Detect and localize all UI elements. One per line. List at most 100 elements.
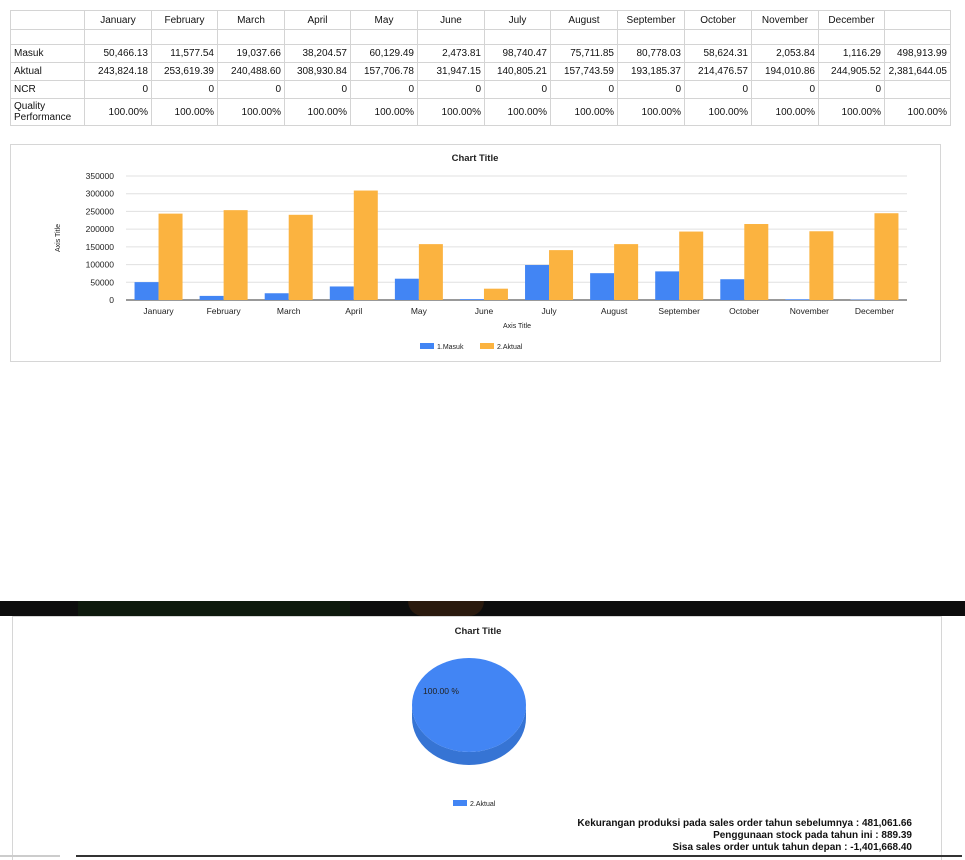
x-tick-label: May xyxy=(411,306,428,316)
month-header: May xyxy=(351,11,418,30)
table-cell: 0 xyxy=(485,81,551,99)
y-tick-labels: 3500003000002500002000001500001000005000… xyxy=(86,171,115,305)
legend-label: 2.Aktual xyxy=(497,344,523,351)
x-tick-label: April xyxy=(345,306,362,316)
strip-block xyxy=(408,601,484,616)
bar-2.Aktual xyxy=(549,250,573,300)
divider xyxy=(0,855,60,857)
bar-2.Aktual xyxy=(679,232,703,300)
bar-chart: Chart Title Axis Title Axis Title 350000… xyxy=(11,145,940,361)
bar-2.Aktual xyxy=(419,244,443,300)
row-label: Aktual xyxy=(11,63,85,81)
table-cell: 140,805.21 xyxy=(485,63,551,81)
table-cell: 0 xyxy=(152,81,218,99)
bar-1.Masuk xyxy=(525,265,549,300)
month-header: September xyxy=(618,11,685,30)
table-cell: 214,476.57 xyxy=(685,63,752,81)
table-cell: 157,706.78 xyxy=(351,63,418,81)
table-cell: 75,711.85 xyxy=(551,45,618,63)
note-line: Kekurangan produksi pada sales order tah… xyxy=(577,818,912,830)
legend-swatch xyxy=(453,800,467,806)
table-cell: 100.00% xyxy=(418,99,485,126)
table-cell: 0 xyxy=(551,81,618,99)
bar-1.Masuk xyxy=(395,279,419,300)
table-cell: 0 xyxy=(685,81,752,99)
table-cell: 80,778.03 xyxy=(618,45,685,63)
bar-1.Masuk xyxy=(785,299,809,300)
table-cell: 243,824.18 xyxy=(85,63,152,81)
x-axis-title: Axis Title xyxy=(503,323,531,330)
table-cell: 0 xyxy=(618,81,685,99)
y-tick-label: 250000 xyxy=(86,206,115,216)
y-tick-label: 50000 xyxy=(90,277,114,287)
y-tick-label: 300000 xyxy=(86,189,115,199)
y-tick-label: 350000 xyxy=(86,171,115,181)
table-cell: 193,185.37 xyxy=(618,63,685,81)
month-header: June xyxy=(418,11,485,30)
legend-label: 1.Masuk xyxy=(437,344,464,351)
table-cell: 2,473.81 xyxy=(418,45,485,63)
x-tick-label: September xyxy=(658,306,700,316)
month-header: January xyxy=(85,11,152,30)
note-line: Sisa sales order untuk tahun depan : -1,… xyxy=(577,842,912,854)
table-cell: 19,037.66 xyxy=(218,45,285,63)
total-header xyxy=(885,11,951,30)
row-label: Quality Performance xyxy=(11,99,85,126)
bar-2.Aktual xyxy=(874,213,898,300)
bar-1.Masuk xyxy=(135,282,159,300)
y-axis-title: Axis Title xyxy=(55,224,62,252)
bars xyxy=(135,191,899,300)
bar-1.Masuk xyxy=(330,286,354,300)
legend-swatch xyxy=(420,343,434,349)
data-table: January February March April May June Ju… xyxy=(10,10,951,126)
legend: 2.Aktual xyxy=(453,800,496,808)
table-header-row: January February March April May June Ju… xyxy=(11,11,951,30)
x-tick-label: August xyxy=(601,306,628,316)
table-cell: 0 xyxy=(752,81,819,99)
table-cell: 100.00% xyxy=(551,99,618,126)
x-tick-label: December xyxy=(855,306,894,316)
legend-swatch xyxy=(480,343,494,349)
table-cell: 253,619.39 xyxy=(152,63,218,81)
y-tick-label: 200000 xyxy=(86,224,115,234)
table-cell: 60,129.49 xyxy=(351,45,418,63)
table-cell: 0 xyxy=(418,81,485,99)
table-cell: 100.00% xyxy=(85,99,152,126)
table-cell: 58,624.31 xyxy=(685,45,752,63)
bar-2.Aktual xyxy=(744,224,768,300)
month-header: October xyxy=(685,11,752,30)
table-cell: 98,740.47 xyxy=(485,45,551,63)
chart-title: Chart Title xyxy=(455,626,502,637)
table-cell: 50,466.13 xyxy=(85,45,152,63)
table-cell: 100.00% xyxy=(752,99,819,126)
month-header: April xyxy=(285,11,351,30)
bar-2.Aktual xyxy=(614,244,638,300)
table-cell: 31,947.15 xyxy=(418,63,485,81)
y-tick-label: 150000 xyxy=(86,242,115,252)
divider xyxy=(76,855,962,857)
legend: 1.Masuk 2.Aktual xyxy=(420,343,523,351)
table-row-masuk: Masuk 50,466.13 11,577.54 19,037.66 38,2… xyxy=(11,45,951,63)
bar-2.Aktual xyxy=(354,191,378,300)
x-tick-label: June xyxy=(475,306,494,316)
table-cell: 100.00% xyxy=(218,99,285,126)
table-cell: 0 xyxy=(285,81,351,99)
table-row-quality: Quality Performance 100.00% 100.00% 100.… xyxy=(11,99,951,126)
bar-1.Masuk xyxy=(655,271,679,300)
slice-label: 100.00 % xyxy=(423,686,459,696)
bar-2.Aktual xyxy=(809,231,833,300)
table-cell: 100.00% xyxy=(618,99,685,126)
table-cell: 0 xyxy=(218,81,285,99)
bar-1.Masuk xyxy=(460,299,484,300)
total-cell xyxy=(885,81,951,99)
strip-block xyxy=(78,601,350,616)
table-cell: 157,743.59 xyxy=(551,63,618,81)
x-tick-label: November xyxy=(790,306,829,316)
table-cell: 194,010.86 xyxy=(752,63,819,81)
table-cell: 1,116.29 xyxy=(819,45,885,63)
table-cell: 38,204.57 xyxy=(285,45,351,63)
month-header: March xyxy=(218,11,285,30)
x-tick-label: February xyxy=(207,306,242,316)
table-cell: 100.00% xyxy=(351,99,418,126)
